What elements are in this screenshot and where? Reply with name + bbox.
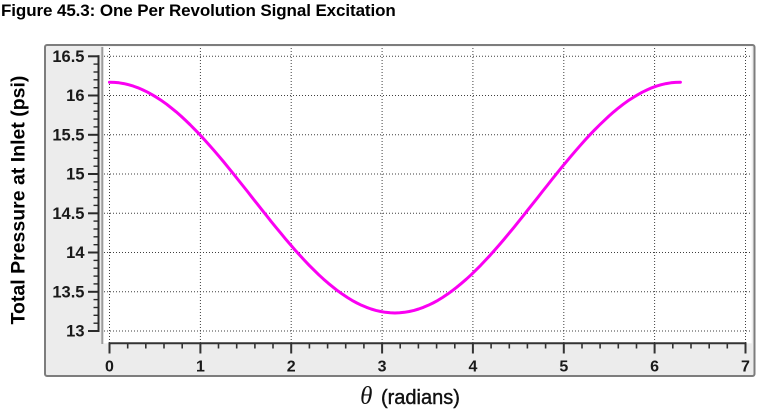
svg-text:7: 7 [741,359,750,376]
svg-text:2: 2 [287,359,296,376]
svg-text:5: 5 [559,359,568,376]
svg-text:16.5: 16.5 [52,48,84,66]
svg-text:15: 15 [66,166,84,184]
svg-text:θ (radians): θ (radians) [360,383,460,410]
svg-text:13: 13 [66,323,84,341]
svg-text:3: 3 [378,359,387,376]
svg-text:16: 16 [66,87,84,105]
svg-text:14: 14 [66,244,85,262]
svg-text:1: 1 [196,359,205,376]
svg-text:4: 4 [468,359,477,376]
svg-text:14.5: 14.5 [52,205,84,223]
svg-text:13.5: 13.5 [52,283,84,301]
svg-text:15.5: 15.5 [52,126,84,144]
svg-text:6: 6 [650,359,659,376]
svg-text:0: 0 [105,359,114,376]
svg-text:Total Pressure at Inlet (psi): Total Pressure at Inlet (psi) [8,76,30,325]
